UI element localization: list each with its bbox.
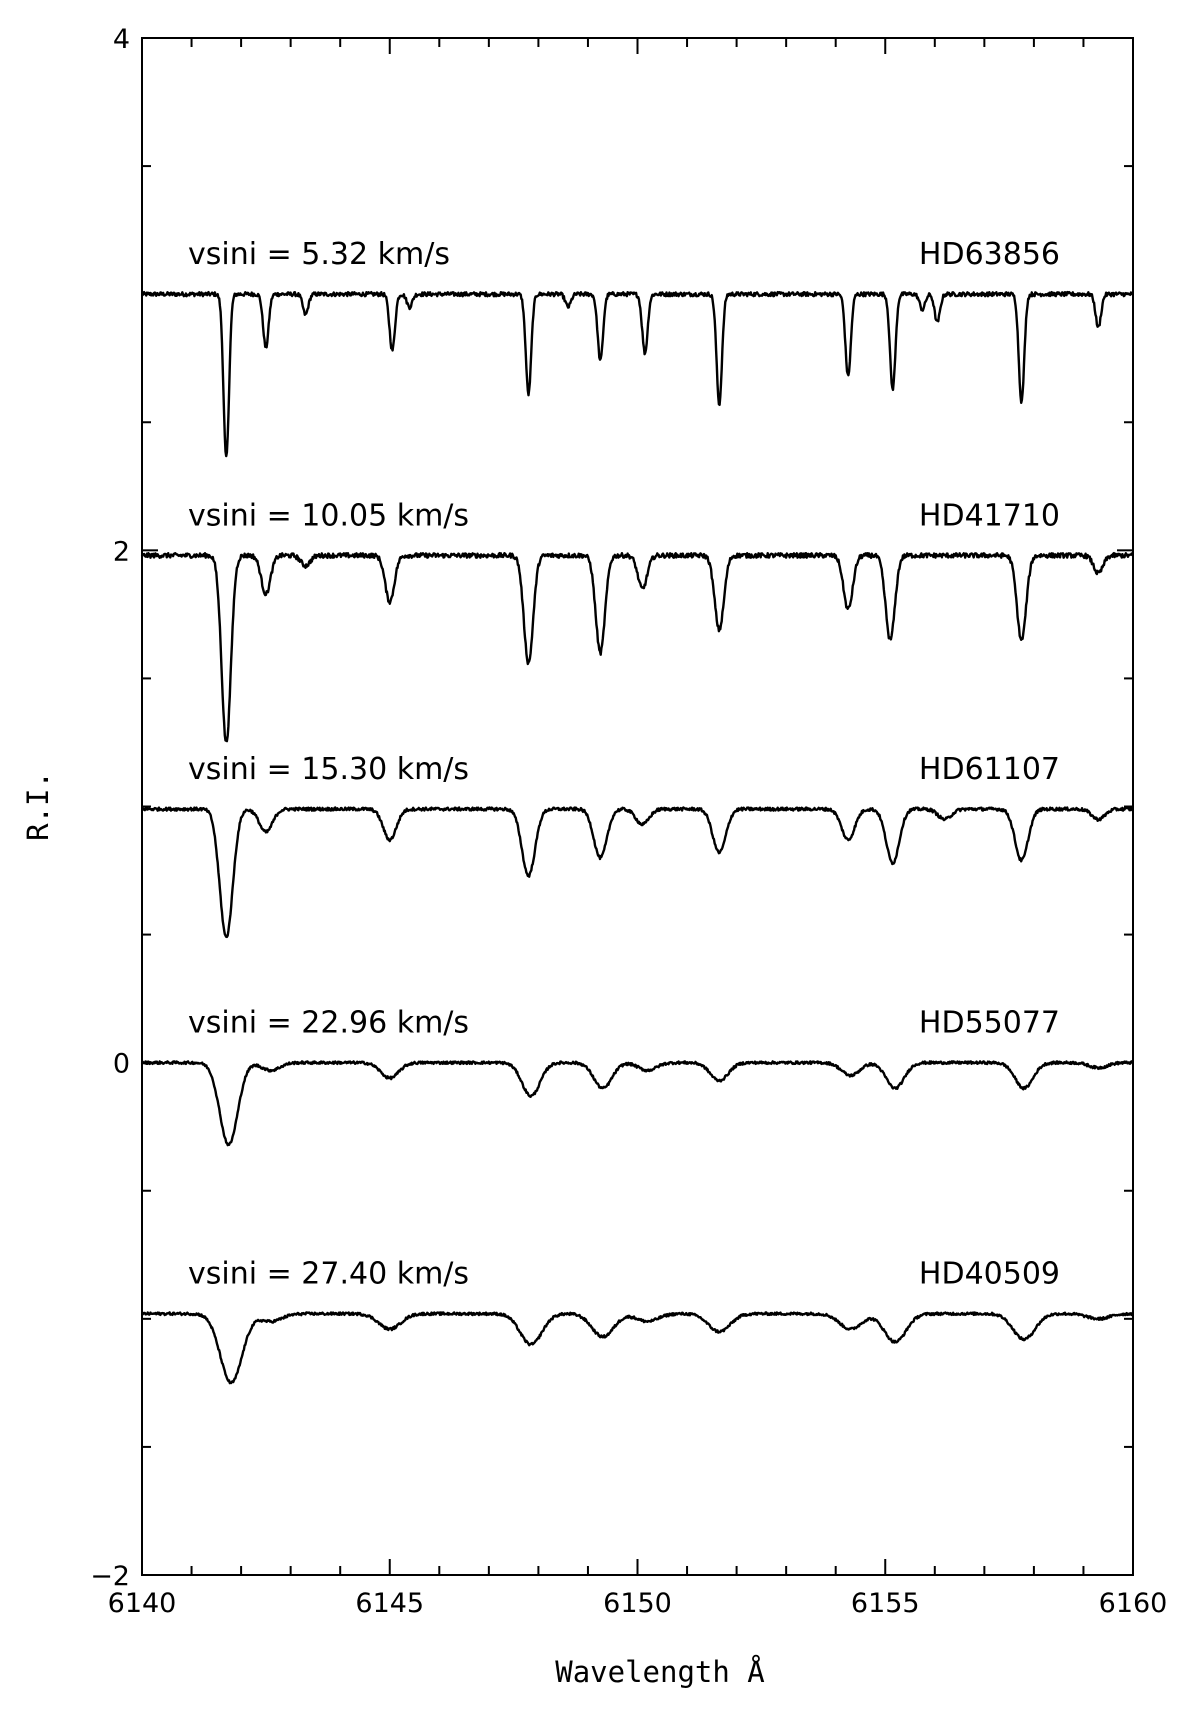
star-name-label: HD40509 xyxy=(919,1257,1060,1292)
spectrum-line-HD55077 xyxy=(140,1060,1134,1147)
star-name-label: HD55077 xyxy=(919,1006,1060,1041)
x-tick-label: 6160 xyxy=(1099,1588,1168,1619)
vsini-label: vsini = 5.32 km/s xyxy=(188,237,450,272)
series-labels: vsini = 5.32 km/s HD63856 vsini = 10.05 km… xyxy=(188,237,1060,1292)
x-tick-label: 6155 xyxy=(851,1588,920,1619)
vsini-label: vsini = 10.05 km/s xyxy=(188,498,469,533)
spectrum-line-HD63856 xyxy=(140,290,1134,458)
spectrum-line-HD61107 xyxy=(141,806,1135,939)
vsini-label: vsini = 15.30 km/s xyxy=(188,752,469,787)
y-tick-label: 4 xyxy=(113,24,130,55)
spectrum-line-HD41710 xyxy=(140,552,1134,743)
vsini-label: vsini = 27.40 km/s xyxy=(188,1257,469,1292)
vsini-label: vsini = 22.96 km/s xyxy=(188,1006,469,1041)
x-tick-label: 6150 xyxy=(603,1588,672,1619)
star-name-label: HD63856 xyxy=(919,237,1060,272)
y-tick-label: 2 xyxy=(113,536,130,567)
axis-ticks xyxy=(141,37,1134,1576)
star-name-label: HD61107 xyxy=(919,752,1060,787)
y-axis-title: R.I. xyxy=(21,771,55,841)
x-tick-label: 6145 xyxy=(355,1588,424,1619)
x-axis-title: Wavelength Å xyxy=(555,1655,765,1689)
x-tick-label: 6140 xyxy=(108,1588,177,1619)
star-name-label: HD41710 xyxy=(919,498,1060,533)
spectrum-line-HD40509 xyxy=(141,1311,1135,1385)
y-tick-label: −2 xyxy=(90,1561,130,1592)
axis-tick-labels: 6140 6145 6150 6155 6160 −2 0 2 4 xyxy=(90,24,1167,1619)
spectra-series xyxy=(140,290,1135,1385)
y-tick-label: 0 xyxy=(113,1049,130,1080)
